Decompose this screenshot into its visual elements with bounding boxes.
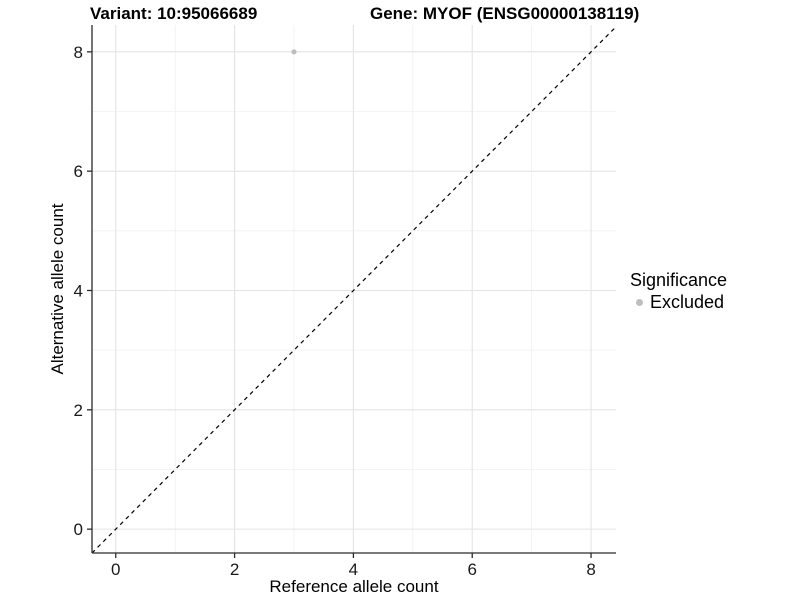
y-axis-title: Alternative allele count xyxy=(48,203,67,375)
plot-title-gene: Gene: MYOF (ENSG00000138119) xyxy=(370,4,640,23)
legend-item-excluded: Excluded xyxy=(630,292,727,313)
excluded-point-icon xyxy=(636,299,643,306)
legend-item-label: Excluded xyxy=(650,292,725,312)
data-point xyxy=(291,49,297,55)
x-tick-label: 2 xyxy=(230,560,239,579)
y-tick-label: 4 xyxy=(74,281,83,300)
y-tick-label: 0 xyxy=(74,520,83,539)
legend-title: Significance xyxy=(630,270,728,290)
y-tick-label: 2 xyxy=(74,401,83,420)
plot-title-variant: Variant: 10:95066689 xyxy=(90,4,258,23)
y-tick-label: 8 xyxy=(74,43,83,62)
identity-reference-line xyxy=(91,26,617,554)
x-tick-label: 6 xyxy=(467,560,476,579)
legend: Significance Excluded xyxy=(630,270,727,313)
y-tick-label: 6 xyxy=(74,162,83,181)
x-tick-label: 4 xyxy=(349,560,358,579)
x-tick-label: 8 xyxy=(586,560,595,579)
x-axis-title: Reference allele count xyxy=(269,577,439,596)
x-tick-label: 0 xyxy=(111,560,120,579)
